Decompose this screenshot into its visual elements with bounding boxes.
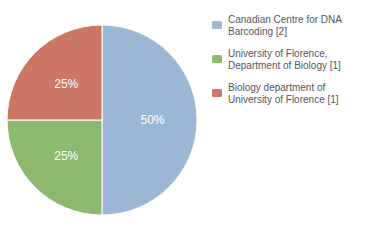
svg-text:25%: 25% <box>54 149 78 163</box>
svg-text:25%: 25% <box>54 77 78 91</box>
svg-text:50%: 50% <box>140 113 164 127</box>
svg-text:Department of Biology [1]: Department of Biology [1] <box>228 60 341 71</box>
svg-text:University of Florence,: University of Florence, <box>228 48 327 59</box>
svg-text:Biology department of: Biology department of <box>228 82 326 93</box>
svg-text:Canadian Centre for DNA: Canadian Centre for DNA <box>228 14 342 25</box>
svg-text:Barcoding [2]: Barcoding [2] <box>228 26 287 37</box>
svg-text:University of Florence [1]: University of Florence [1] <box>228 94 339 105</box>
